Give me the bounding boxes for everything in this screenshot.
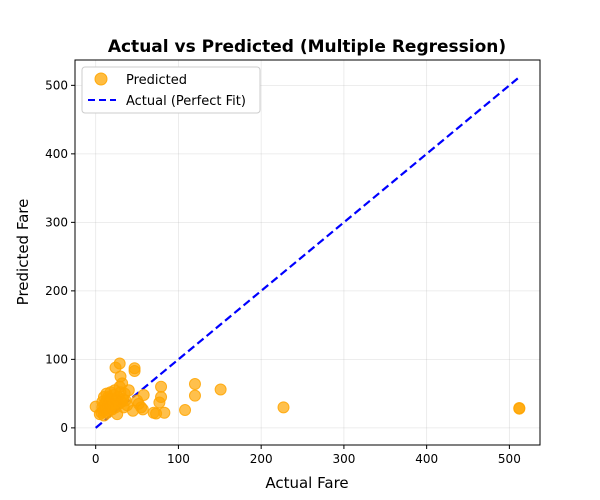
scatter-point xyxy=(113,357,126,370)
legend-box xyxy=(81,66,261,114)
scatter-point xyxy=(277,401,290,414)
legend: Predicted Actual (Perfect Fit) xyxy=(81,66,261,114)
x-ticks: 0 100 200 300 400 500 xyxy=(92,445,521,466)
y-tick-label: 100 xyxy=(45,352,68,366)
scatter-point xyxy=(128,365,141,378)
x-tick-label: 0 xyxy=(92,452,100,466)
points-layer xyxy=(89,357,526,422)
scatter-point xyxy=(155,391,168,404)
y-ticks: 0 100 200 300 400 500 xyxy=(45,78,75,435)
scatter-point xyxy=(179,404,192,417)
chart-title: Actual vs Predicted (Multiple Regression… xyxy=(108,37,506,57)
x-tick-label: 200 xyxy=(250,452,273,466)
scatter-point xyxy=(188,389,201,402)
x-tick-label: 100 xyxy=(167,452,190,466)
scatter-point xyxy=(158,406,171,419)
y-tick-label: 0 xyxy=(60,421,68,435)
plot-frame xyxy=(74,59,541,446)
y-tick-label: 500 xyxy=(45,78,68,92)
scatter-point xyxy=(136,403,149,416)
scatter-point xyxy=(513,402,526,415)
scatter-point xyxy=(155,380,168,393)
x-tick-label: 500 xyxy=(498,452,521,466)
x-tick-label: 400 xyxy=(415,452,438,466)
legend-label-fit: Actual (Perfect Fit) xyxy=(126,94,246,109)
scatter-point xyxy=(137,388,150,401)
perfect-fit-line xyxy=(94,76,521,429)
scatter-point xyxy=(214,383,227,396)
grid xyxy=(75,60,540,445)
x-axis-label: Actual Fare xyxy=(265,474,348,492)
fit-line-layer xyxy=(94,76,521,429)
legend-marker-predicted xyxy=(94,72,108,86)
y-axis-label: Predicted Fare xyxy=(14,199,32,306)
y-tick-label: 300 xyxy=(45,215,68,229)
y-tick-label: 200 xyxy=(45,284,68,298)
y-tick-label: 400 xyxy=(45,147,68,161)
x-tick-label: 300 xyxy=(332,452,355,466)
legend-label-predicted: Predicted xyxy=(126,73,187,88)
scatter-point xyxy=(122,384,135,397)
scatter-point xyxy=(188,378,201,391)
